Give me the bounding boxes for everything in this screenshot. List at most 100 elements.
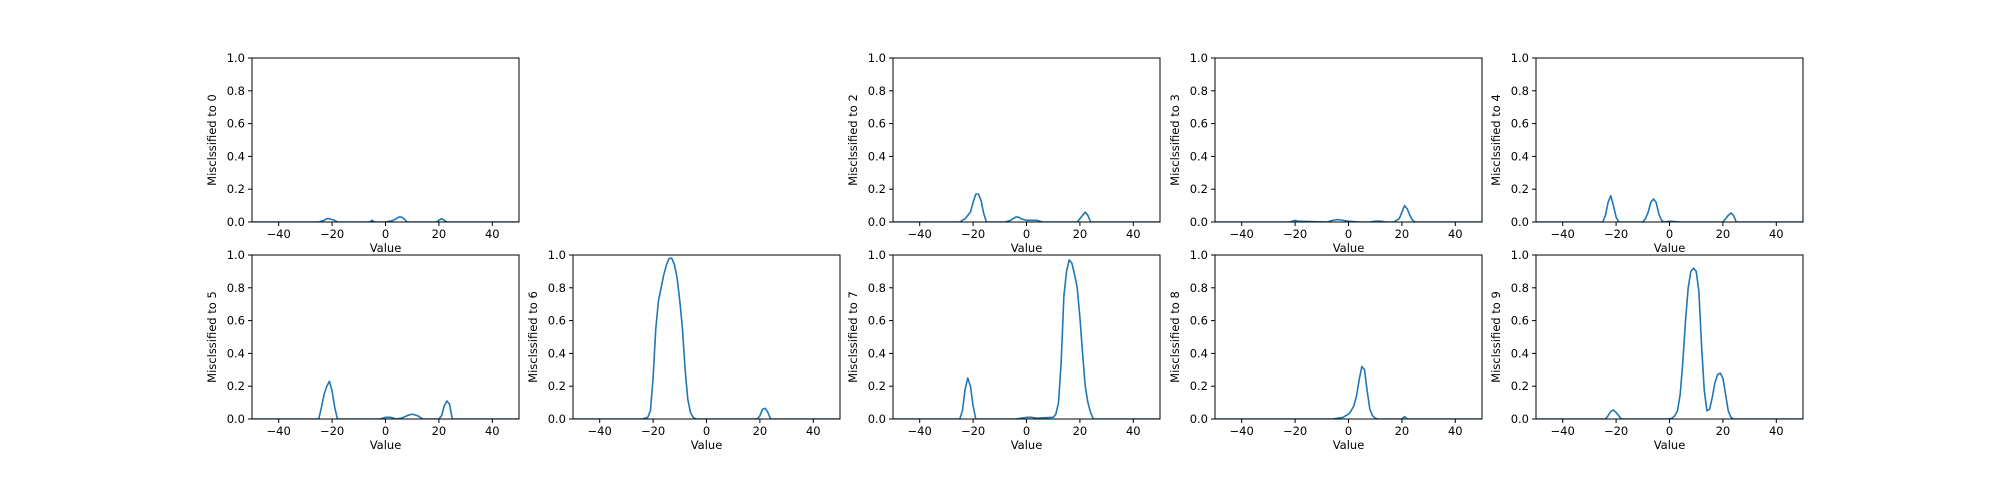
x-tick-label: 40 <box>1769 424 1784 438</box>
x-tick-label: 40 <box>485 424 500 438</box>
y-tick-label: 0.2 <box>1190 182 1208 196</box>
x-tick-label: −40 <box>1230 424 1254 438</box>
y-tick-label: 0.6 <box>1190 117 1208 131</box>
y-axis-label: Misclssified to 2 <box>846 94 860 186</box>
y-tick-label: 0.2 <box>1190 379 1208 393</box>
axes-frame <box>1214 57 1483 223</box>
y-tick-label: 0.2 <box>868 379 886 393</box>
axes-frame <box>251 57 520 223</box>
y-tick-label: 0.0 <box>1511 412 1529 426</box>
x-tick-label: 0 <box>703 424 710 438</box>
x-axis-label: Value <box>370 438 402 452</box>
y-tick-label: 0.0 <box>868 215 886 229</box>
y-tick-label: 0.0 <box>548 412 566 426</box>
series-line-6 <box>573 257 840 419</box>
y-tick-label: 0.2 <box>1511 182 1529 196</box>
y-tick-label: 0.6 <box>227 314 245 328</box>
x-tick-label: 20 <box>753 424 768 438</box>
x-axis-label: Value <box>1333 438 1365 452</box>
x-tick-label: 20 <box>1073 424 1088 438</box>
y-tick-label: 0.8 <box>1511 281 1529 295</box>
x-axis-label: Value <box>1011 438 1043 452</box>
x-tick-label: −40 <box>908 227 932 241</box>
y-tick-label: 0.6 <box>868 314 886 328</box>
y-tick-label: 0.6 <box>1511 314 1529 328</box>
x-tick-label: −20 <box>961 227 985 241</box>
y-axis-label: Misclssified to 0 <box>205 94 219 186</box>
axes-frame <box>1214 254 1483 420</box>
x-axis-label: Value <box>370 241 402 255</box>
x-axis-label: Value <box>1333 241 1365 255</box>
y-tick-label: 0.4 <box>1511 346 1529 360</box>
subplot-panel-9: −40 −20 0 20 40 0.0 0.2 0.4 0.6 0.8 1.0 Value Miscls… <box>1489 248 1804 452</box>
y-tick-label: 1.0 <box>1511 248 1529 262</box>
subplot-panel-2: −40 −20 0 20 40 0.0 0.2 0.4 0.6 0.8 1.0 Value Miscls… <box>846 51 1161 255</box>
y-tick-label: 0.8 <box>548 281 566 295</box>
x-tick-label: 20 <box>1073 227 1088 241</box>
y-tick-label: 0.6 <box>868 117 886 131</box>
x-axis-label: Value <box>1654 241 1686 255</box>
x-tick-label: 20 <box>1395 227 1410 241</box>
y-tick-label: 0.6 <box>548 314 566 328</box>
x-tick-label: 40 <box>806 424 821 438</box>
y-tick-label: 0.6 <box>1511 117 1529 131</box>
y-tick-label: 0.2 <box>868 182 886 196</box>
x-tick-label: 40 <box>485 227 500 241</box>
x-tick-label: −20 <box>320 424 344 438</box>
x-tick-label: 0 <box>1023 424 1030 438</box>
y-axis-label: Misclssified to 3 <box>1168 94 1182 186</box>
x-axis-label: Value <box>1654 438 1686 452</box>
y-tick-label: 0.0 <box>1190 412 1208 426</box>
y-tick-label: 0.2 <box>227 182 245 196</box>
subplot-panel-0: −40 −20 0 20 40 0.0 0.2 0.4 0.6 0.8 1.0 Value Miscls… <box>205 51 520 255</box>
axes-frame <box>1535 57 1804 223</box>
x-tick-label: −40 <box>588 424 612 438</box>
x-tick-label: 0 <box>1345 227 1352 241</box>
y-tick-label: 0.8 <box>1190 281 1208 295</box>
y-axis-label: Misclssified to 8 <box>1168 291 1182 383</box>
y-tick-label: 1.0 <box>227 248 245 262</box>
series-line-5 <box>252 380 519 419</box>
y-tick-label: 0.6 <box>1190 314 1208 328</box>
y-tick-label: 0.6 <box>227 117 245 131</box>
y-tick-label: 0.8 <box>227 84 245 98</box>
y-tick-label: 0.4 <box>868 149 886 163</box>
y-tick-label: 0.0 <box>868 412 886 426</box>
x-tick-label: 0 <box>1345 424 1352 438</box>
y-tick-label: 0.2 <box>548 379 566 393</box>
y-axis-label: Misclssified to 4 <box>1489 94 1503 186</box>
subplot-panel-4: −40 −20 0 20 40 0.0 0.2 0.4 0.6 0.8 1.0 Value Miscls… <box>1489 51 1804 255</box>
x-tick-label: −40 <box>1551 227 1575 241</box>
y-tick-label: 0.8 <box>227 281 245 295</box>
y-tick-label: 0.4 <box>1190 149 1208 163</box>
x-tick-label: 0 <box>382 424 389 438</box>
y-tick-label: 0.8 <box>868 84 886 98</box>
y-tick-label: 0.8 <box>1190 84 1208 98</box>
y-tick-label: 0.2 <box>227 379 245 393</box>
x-tick-label: 0 <box>1023 227 1030 241</box>
x-tick-label: −40 <box>1230 227 1254 241</box>
series-line-4 <box>1536 194 1803 222</box>
x-tick-label: −20 <box>1283 227 1307 241</box>
y-tick-label: 0.0 <box>227 215 245 229</box>
y-tick-label: 1.0 <box>868 51 886 65</box>
series-line-8 <box>1215 365 1482 419</box>
series-line-9 <box>1536 267 1803 419</box>
y-tick-label: 0.4 <box>227 149 245 163</box>
y-axis-label: Misclssified to 9 <box>1489 291 1503 383</box>
x-tick-label: 20 <box>432 227 447 241</box>
y-axis-label: Misclssified to 7 <box>846 291 860 383</box>
x-tick-label: −20 <box>1604 227 1628 241</box>
axes-frame <box>251 254 520 420</box>
y-tick-label: 1.0 <box>548 248 566 262</box>
series-line-2 <box>893 193 1160 222</box>
y-tick-label: 0.0 <box>1511 215 1529 229</box>
x-axis-label: Value <box>691 438 723 452</box>
x-tick-label: 0 <box>1666 227 1673 241</box>
y-tick-label: 0.8 <box>868 281 886 295</box>
y-axis-label: Misclssified to 5 <box>205 291 219 383</box>
subplot-panel-3: −40 −20 0 20 40 0.0 0.2 0.4 0.6 0.8 1.0 Value Miscls… <box>1168 51 1483 255</box>
y-tick-label: 0.2 <box>1511 379 1529 393</box>
x-tick-label: 40 <box>1448 424 1463 438</box>
